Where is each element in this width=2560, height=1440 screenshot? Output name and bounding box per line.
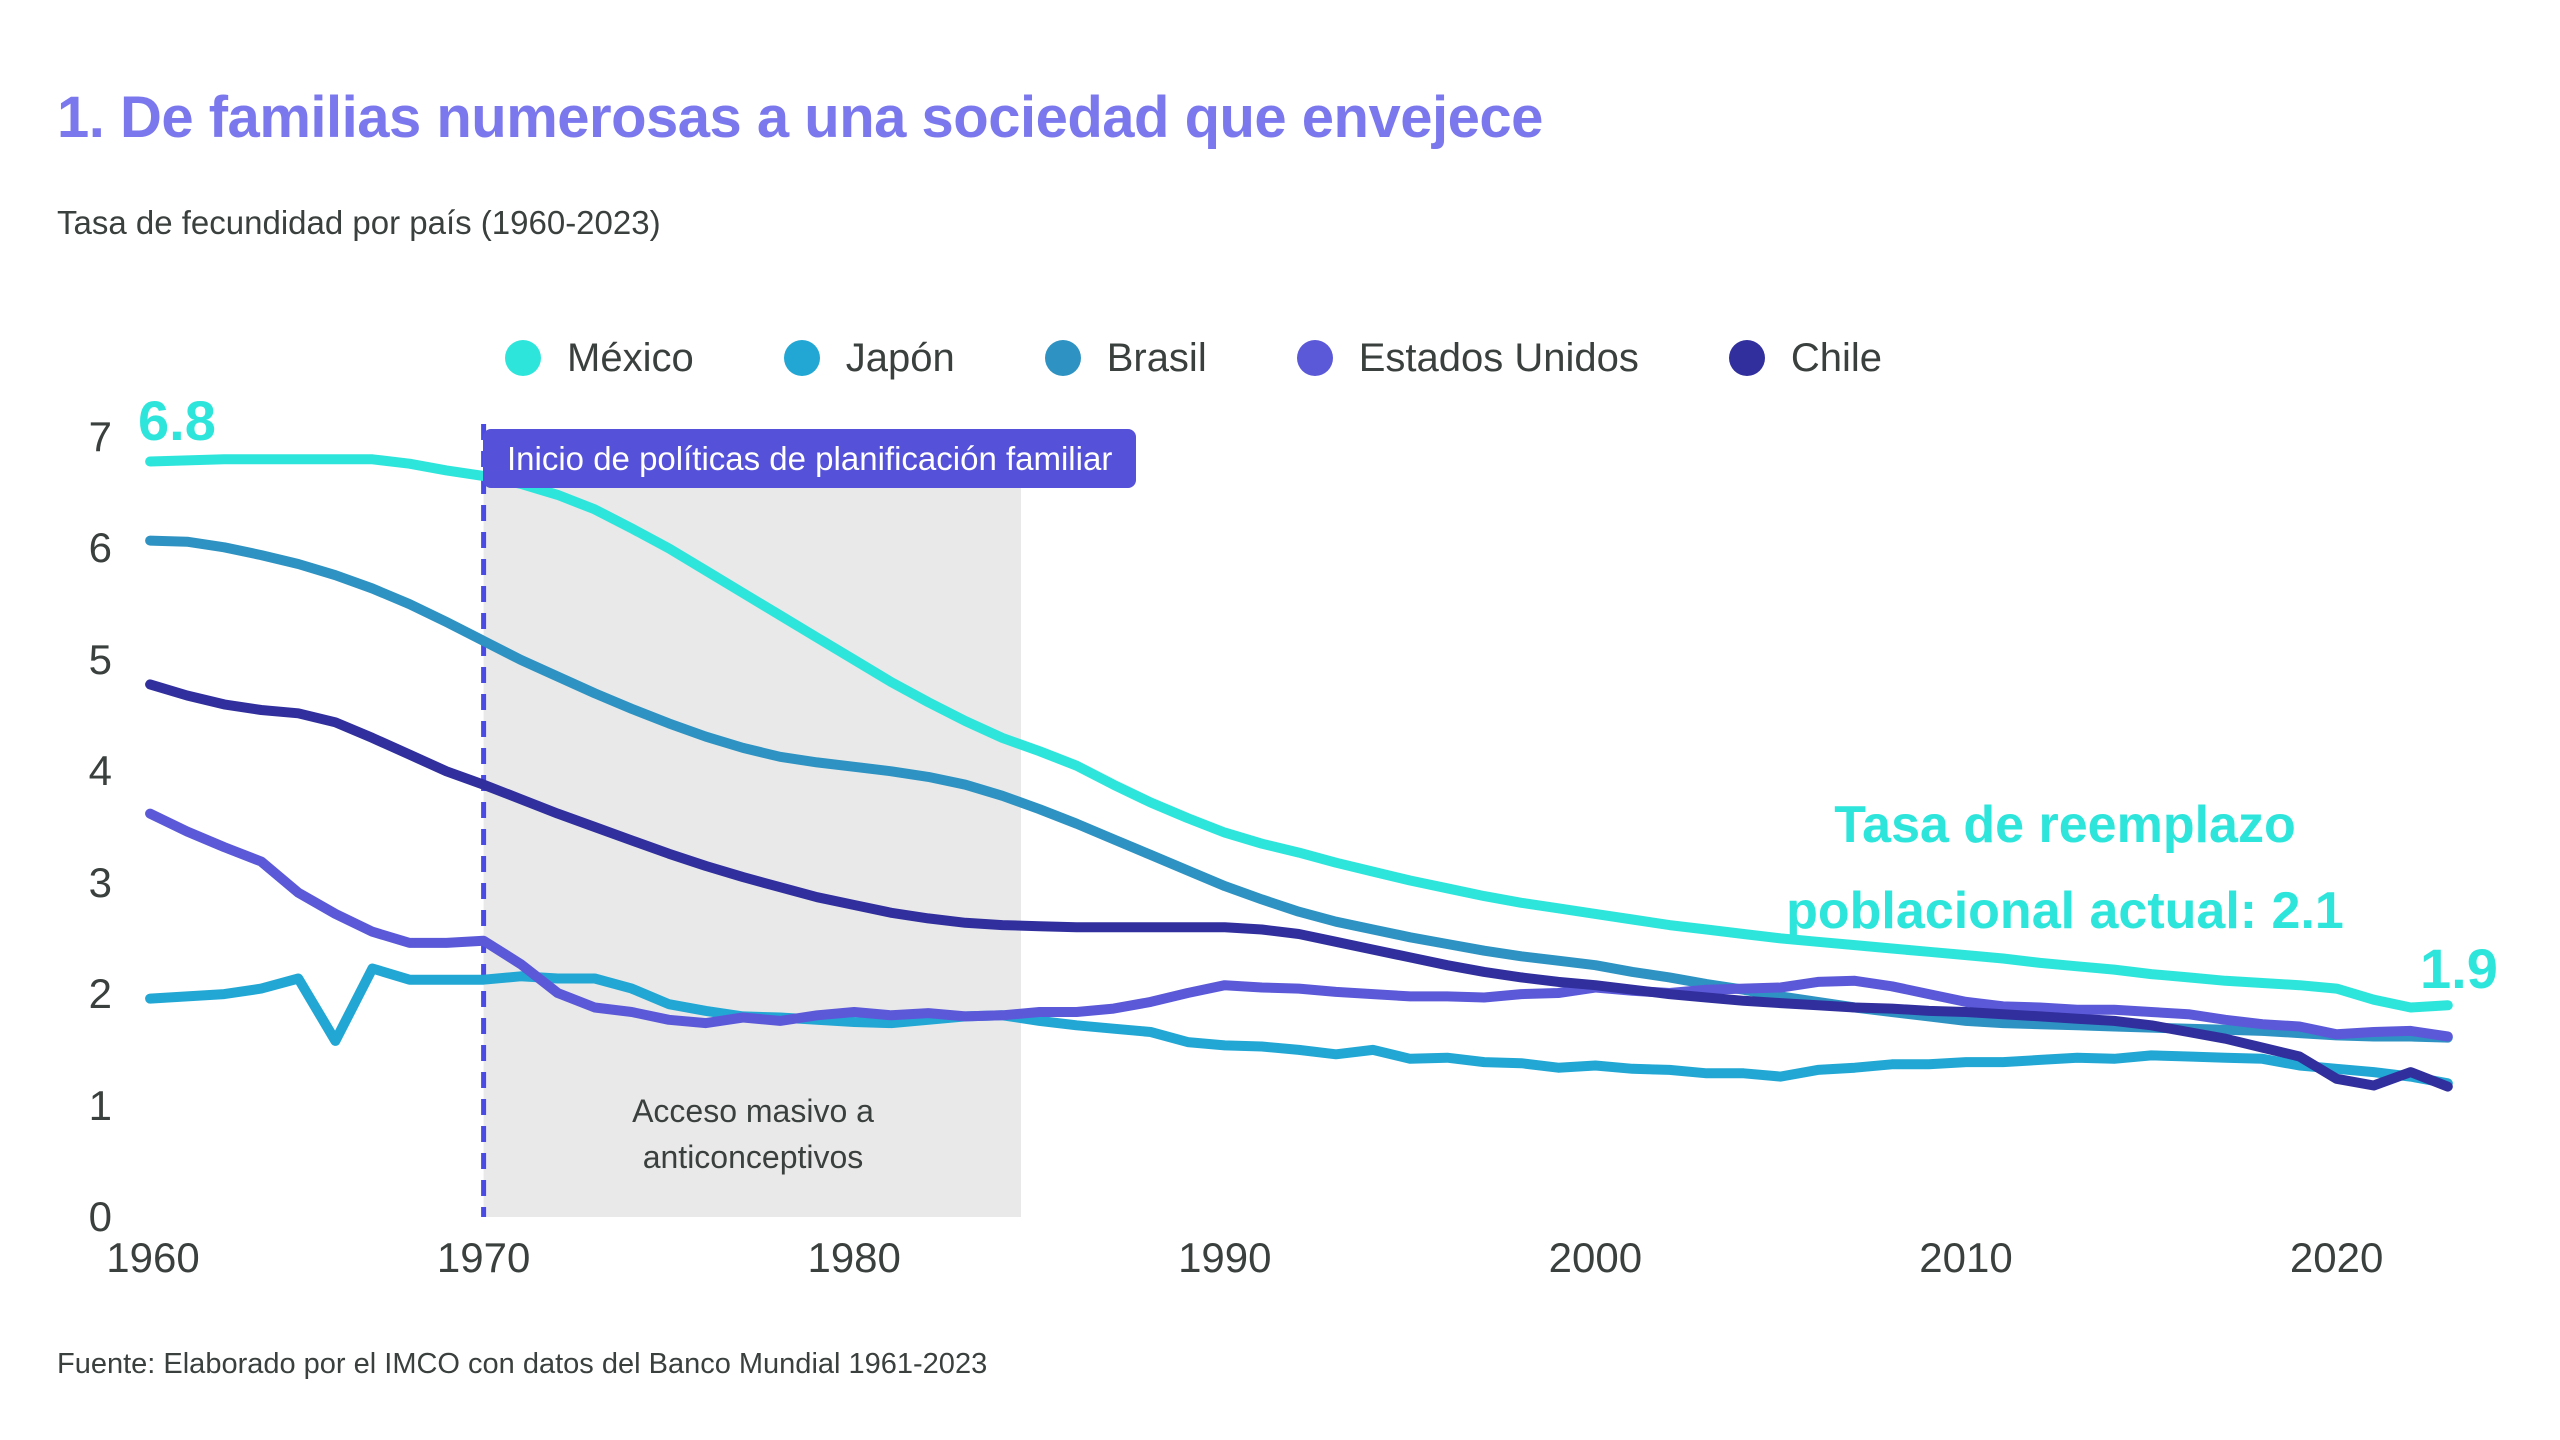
legend-item-chile: Chile [1728, 335, 1883, 381]
highlight-band [483, 487, 1022, 1217]
mexico-end-value-label: 1.9 [2420, 937, 2498, 1000]
y-tick-label-7: 7 [88, 412, 112, 460]
legend-item-japon: Japón [783, 335, 955, 381]
x-tick-label-1990: 1990 [1178, 1234, 1272, 1281]
series-line-estados-unidos [145, 808, 2453, 1042]
x-tick-label-2000: 2000 [1548, 1234, 1643, 1281]
y-tick-label-6: 6 [88, 524, 112, 572]
mexico-start-value-label: 6.8 [138, 389, 216, 452]
contraceptives-band-label-line1: Acceso masivo a [632, 1093, 874, 1129]
y-tick-label-0: 0 [88, 1193, 112, 1240]
x-tick-label-1970: 1970 [436, 1234, 531, 1281]
family-planning-callout: Inicio de políticas de planificación fam… [483, 429, 1137, 488]
x-tick-label-1960: 1960 [106, 1234, 200, 1281]
legend-item-mexico: México [505, 336, 694, 381]
y-tick-label-3: 3 [88, 858, 112, 906]
legend: México Japón Brasil Estados Unidos Chile [505, 336, 1882, 380]
legend-label-chile: Chile [1790, 335, 1883, 380]
legend-dot-japon [783, 340, 820, 376]
y-tick-label-2: 2 [88, 970, 112, 1018]
legend-label-estados-unidos: Estados Unidos [1358, 335, 1639, 380]
contraceptives-band-label: Acceso masivo a anticonceptivos [483, 1088, 1023, 1180]
legend-dot-mexico [505, 340, 541, 376]
x-tick-label-2010: 2010 [1919, 1234, 2013, 1281]
legend-dot-estados-unidos [1296, 340, 1333, 376]
legend-label-brasil: Brasil [1106, 335, 1207, 380]
family-planning-callout-text: Inicio de políticas de planificación fam… [507, 439, 1113, 477]
x-tick-label-1980: 1980 [807, 1234, 901, 1281]
legend-item-estados-unidos: Estados Unidos [1296, 335, 1639, 381]
series-line-chile [145, 679, 2453, 1092]
source-note: Fuente: Elaborado por el IMCO con datos … [57, 1348, 988, 1380]
replacement-rate-note: Tasa de reemplazo poblacional actual: 2.… [1655, 782, 2475, 954]
legend-label-mexico: México [567, 335, 694, 380]
replacement-rate-note-line2: poblacional actual: 2.1 [1786, 882, 2344, 940]
contraceptives-band-label-line2: anticonceptivos [642, 1139, 864, 1175]
legend-label-japon: Japón [845, 335, 955, 380]
series-line-brasil [145, 535, 2453, 1043]
y-tick-label-1: 1 [88, 1081, 112, 1129]
legend-dot-brasil [1044, 340, 1081, 376]
page-title: 1. De familias numerosas a una sociedad … [57, 85, 1543, 150]
chart-subtitle: Tasa de fecundidad por país (1960-2023) [57, 204, 661, 241]
x-tick-label-2020: 2020 [2289, 1234, 2384, 1281]
y-tick-label-5: 5 [88, 635, 112, 683]
legend-dot-chile [1728, 340, 1765, 376]
replacement-rate-note-line1: Tasa de reemplazo [1834, 796, 2296, 854]
legend-item-brasil: Brasil [1044, 335, 1207, 381]
y-tick-label-4: 4 [88, 747, 112, 795]
series-line-mexico [145, 454, 2453, 1013]
